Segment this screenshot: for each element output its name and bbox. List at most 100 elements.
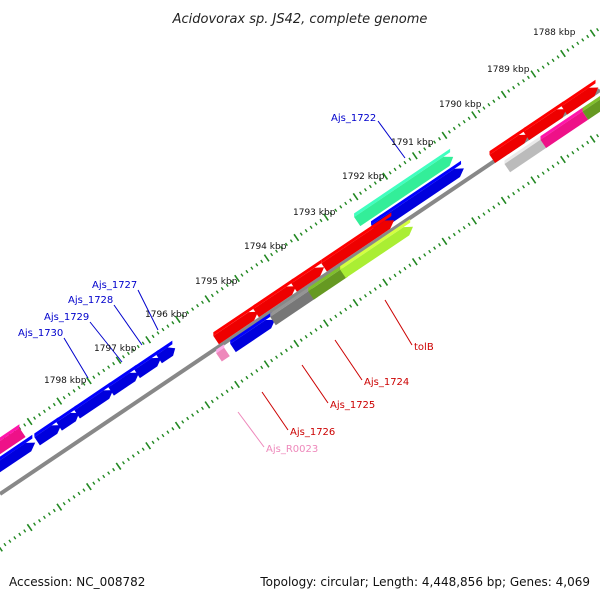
outer-scale-tick xyxy=(487,102,491,107)
outer-scale-tick xyxy=(166,324,170,328)
inner-scale-tick xyxy=(408,263,412,267)
outer-scale-tick xyxy=(33,416,37,420)
outer-scale-tick xyxy=(441,131,448,140)
inner-scale-tick xyxy=(556,161,560,165)
outer-scale-tick xyxy=(393,167,397,172)
inner-scale-tick xyxy=(240,379,244,383)
leader-ajs-1726 xyxy=(261,391,289,431)
inner-scale-tick xyxy=(487,208,491,213)
inner-scale-tick xyxy=(42,515,46,520)
inner-scale-tick xyxy=(107,471,111,475)
gene-label-ajs-1726: Ajs_1726 xyxy=(290,427,335,438)
inner-scale-tick xyxy=(359,297,362,301)
inner-scale-tick xyxy=(378,283,382,288)
outer-scale-tick xyxy=(589,29,596,37)
outer-scale-tick xyxy=(181,314,185,318)
inner-scale-tick xyxy=(250,372,254,376)
inner-scale-tick xyxy=(215,396,219,400)
outer-scale-tick xyxy=(323,213,329,221)
outer-scale-tick xyxy=(471,111,478,119)
inner-scale-tick xyxy=(23,529,27,533)
outer-scale-tick xyxy=(304,229,308,233)
inner-scale-tick xyxy=(47,512,51,516)
inner-scale-tick xyxy=(349,304,353,308)
outer-scale-tick xyxy=(131,348,135,352)
outer-scale-tick xyxy=(275,249,279,253)
inner-scale-tick xyxy=(319,324,323,329)
outer-scale-tick xyxy=(250,266,254,270)
inner-scale-tick xyxy=(517,188,521,192)
kbp-label-1792: 1792 kbp xyxy=(342,172,385,182)
gene-red-1 xyxy=(213,304,259,345)
inner-scale-tick xyxy=(72,495,76,499)
outer-scale-tick xyxy=(136,344,140,349)
gene-blue-left-2 xyxy=(34,417,62,446)
inner-scale-tick xyxy=(500,196,507,205)
inner-scale-tick xyxy=(260,365,264,370)
kbp-label-1795: 1795 kbp xyxy=(195,277,238,287)
gene-blue-left-3 xyxy=(56,405,80,431)
outer-scale-tick xyxy=(38,413,41,417)
leader-ajs-1730 xyxy=(63,337,89,379)
outer-scale-tick xyxy=(204,295,211,303)
inner-scale-tick xyxy=(275,355,279,359)
outer-scale-tick xyxy=(339,205,343,209)
gene-pink-left xyxy=(0,424,26,455)
outer-scale-tick xyxy=(482,106,486,110)
inner-scale-tick xyxy=(210,399,214,404)
gene-label-ajs-1728: Ajs_1728 xyxy=(68,295,113,306)
gene-blue-forward xyxy=(371,160,464,234)
outer-scale-tick xyxy=(145,336,152,344)
outer-scale-tick xyxy=(309,225,313,230)
inner-scale-tick xyxy=(204,401,211,409)
inner-scale-tick xyxy=(339,311,343,315)
inner-scale-tick xyxy=(171,427,175,431)
outer-scale-tick xyxy=(112,361,116,366)
outer-scale-tick xyxy=(23,423,27,427)
inner-scale-tick xyxy=(121,461,125,465)
inner-scale-tick xyxy=(62,501,66,506)
inner-scale-tick xyxy=(67,498,71,503)
outer-scale-tick xyxy=(82,382,86,386)
tick-marks xyxy=(0,27,600,552)
inner-scale-tick xyxy=(452,232,456,237)
inner-scale-tick xyxy=(270,358,274,363)
leader-ajs-1727 xyxy=(137,289,159,331)
outer-scale-tick xyxy=(526,75,530,80)
gene-label-ajs-1727: Ajs_1727 xyxy=(92,280,137,291)
inner-scale-tick xyxy=(560,155,566,164)
inner-scale-tick xyxy=(457,229,461,233)
outer-scale-tick xyxy=(196,303,200,308)
inner-scale-tick xyxy=(428,249,432,254)
leader-ajs-1724 xyxy=(334,339,363,381)
inner-scale-tick xyxy=(586,140,590,145)
accession-text: Accession: NC_008782 xyxy=(9,575,145,589)
inner-scale-tick xyxy=(323,319,329,327)
outer-scale-tick xyxy=(240,273,244,277)
inner-scale-tick xyxy=(482,212,486,216)
gene-pink-right xyxy=(540,107,589,148)
outer-scale-tick xyxy=(576,41,580,46)
outer-scale-tick xyxy=(107,365,111,369)
outer-scale-tick xyxy=(581,38,585,42)
outer-scale-tick xyxy=(329,211,333,216)
inner-scale-tick xyxy=(541,171,545,175)
inner-scale-tick xyxy=(293,339,300,348)
outer-scale-tick xyxy=(398,164,402,168)
gene-ajs-1724 xyxy=(308,264,348,300)
outer-scale-tick xyxy=(423,147,427,151)
outer-scale-tick xyxy=(67,392,71,397)
outer-scale-tick xyxy=(408,157,412,161)
outer-scale-tick xyxy=(467,116,471,120)
inner-scale-tick xyxy=(546,168,550,172)
outer-scale-tick xyxy=(596,27,600,32)
kbp-label-1798: 1798 kbp xyxy=(44,376,87,386)
outer-scale-tick xyxy=(507,89,511,93)
inner-scale-tick xyxy=(161,433,165,438)
inner-scale-tick xyxy=(526,181,530,186)
outer-scale-tick xyxy=(403,160,407,165)
outer-scale-tick xyxy=(161,327,165,332)
inner-scale-tick xyxy=(131,454,135,458)
outer-scale-tick xyxy=(121,355,125,359)
